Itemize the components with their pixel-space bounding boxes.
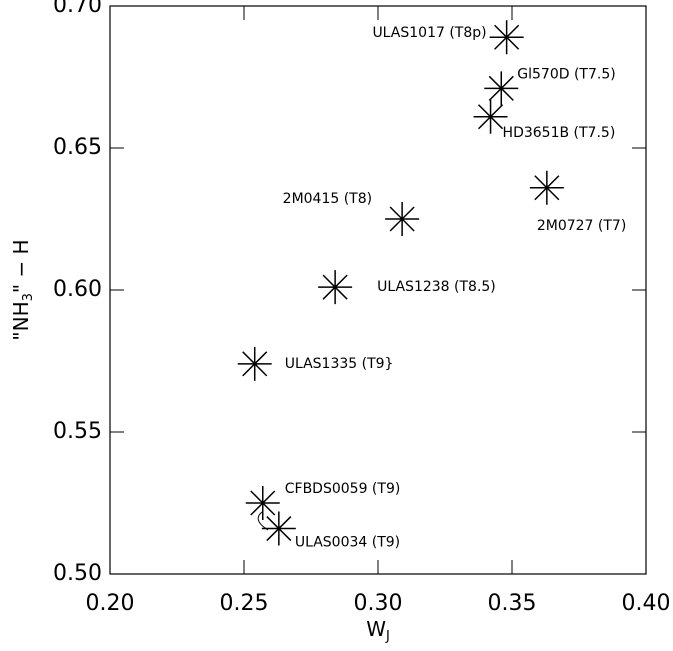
point-label: CFBDS0059 (T9) [285,481,401,497]
point [385,202,420,236]
point [245,486,280,520]
point [473,99,508,134]
x-label-sub: J [385,629,390,644]
point-label: HD3651B (T7.5) [503,125,616,141]
point-label: Gl570D (T7.5) [517,66,615,82]
point-label: ULAS0034 (T9) [295,535,400,551]
y-tick-label: 0.70 [53,0,102,18]
point [261,511,296,546]
x-tick-label: 0.35 [488,591,537,616]
y-label-rest: " − H [9,239,33,293]
y-axis-label: "NH3" − H [9,239,36,340]
y-tick-label: 0.55 [53,419,102,444]
y-tick-label: 0.65 [53,135,102,160]
y-tick-label: 0.50 [53,561,102,586]
point-label: ULAS1335 (T9} [285,356,394,372]
point [529,170,564,205]
y-tick-label: 0.60 [53,277,102,302]
point-label: ULAS1238 (T8.5) [377,279,496,295]
point-label: ULAS1017 (T8p) [372,25,486,41]
x-axis-label: WJ [366,617,390,644]
y-label-sub: 3 [21,293,36,301]
point [318,270,353,305]
point [237,346,272,381]
x-tick-label: 0.20 [86,591,135,616]
point-label: 2M0415 (T8) [283,191,372,207]
x-tick-label: 0.30 [354,591,403,616]
x-label-main: W [366,617,386,641]
point [489,20,524,55]
y-label-main: "NH [9,301,33,340]
point [484,71,519,106]
point-label: 2M0727 (T7) [537,218,626,234]
x-tick-label: 0.40 [622,591,671,616]
x-tick-label: 0.25 [220,591,269,616]
